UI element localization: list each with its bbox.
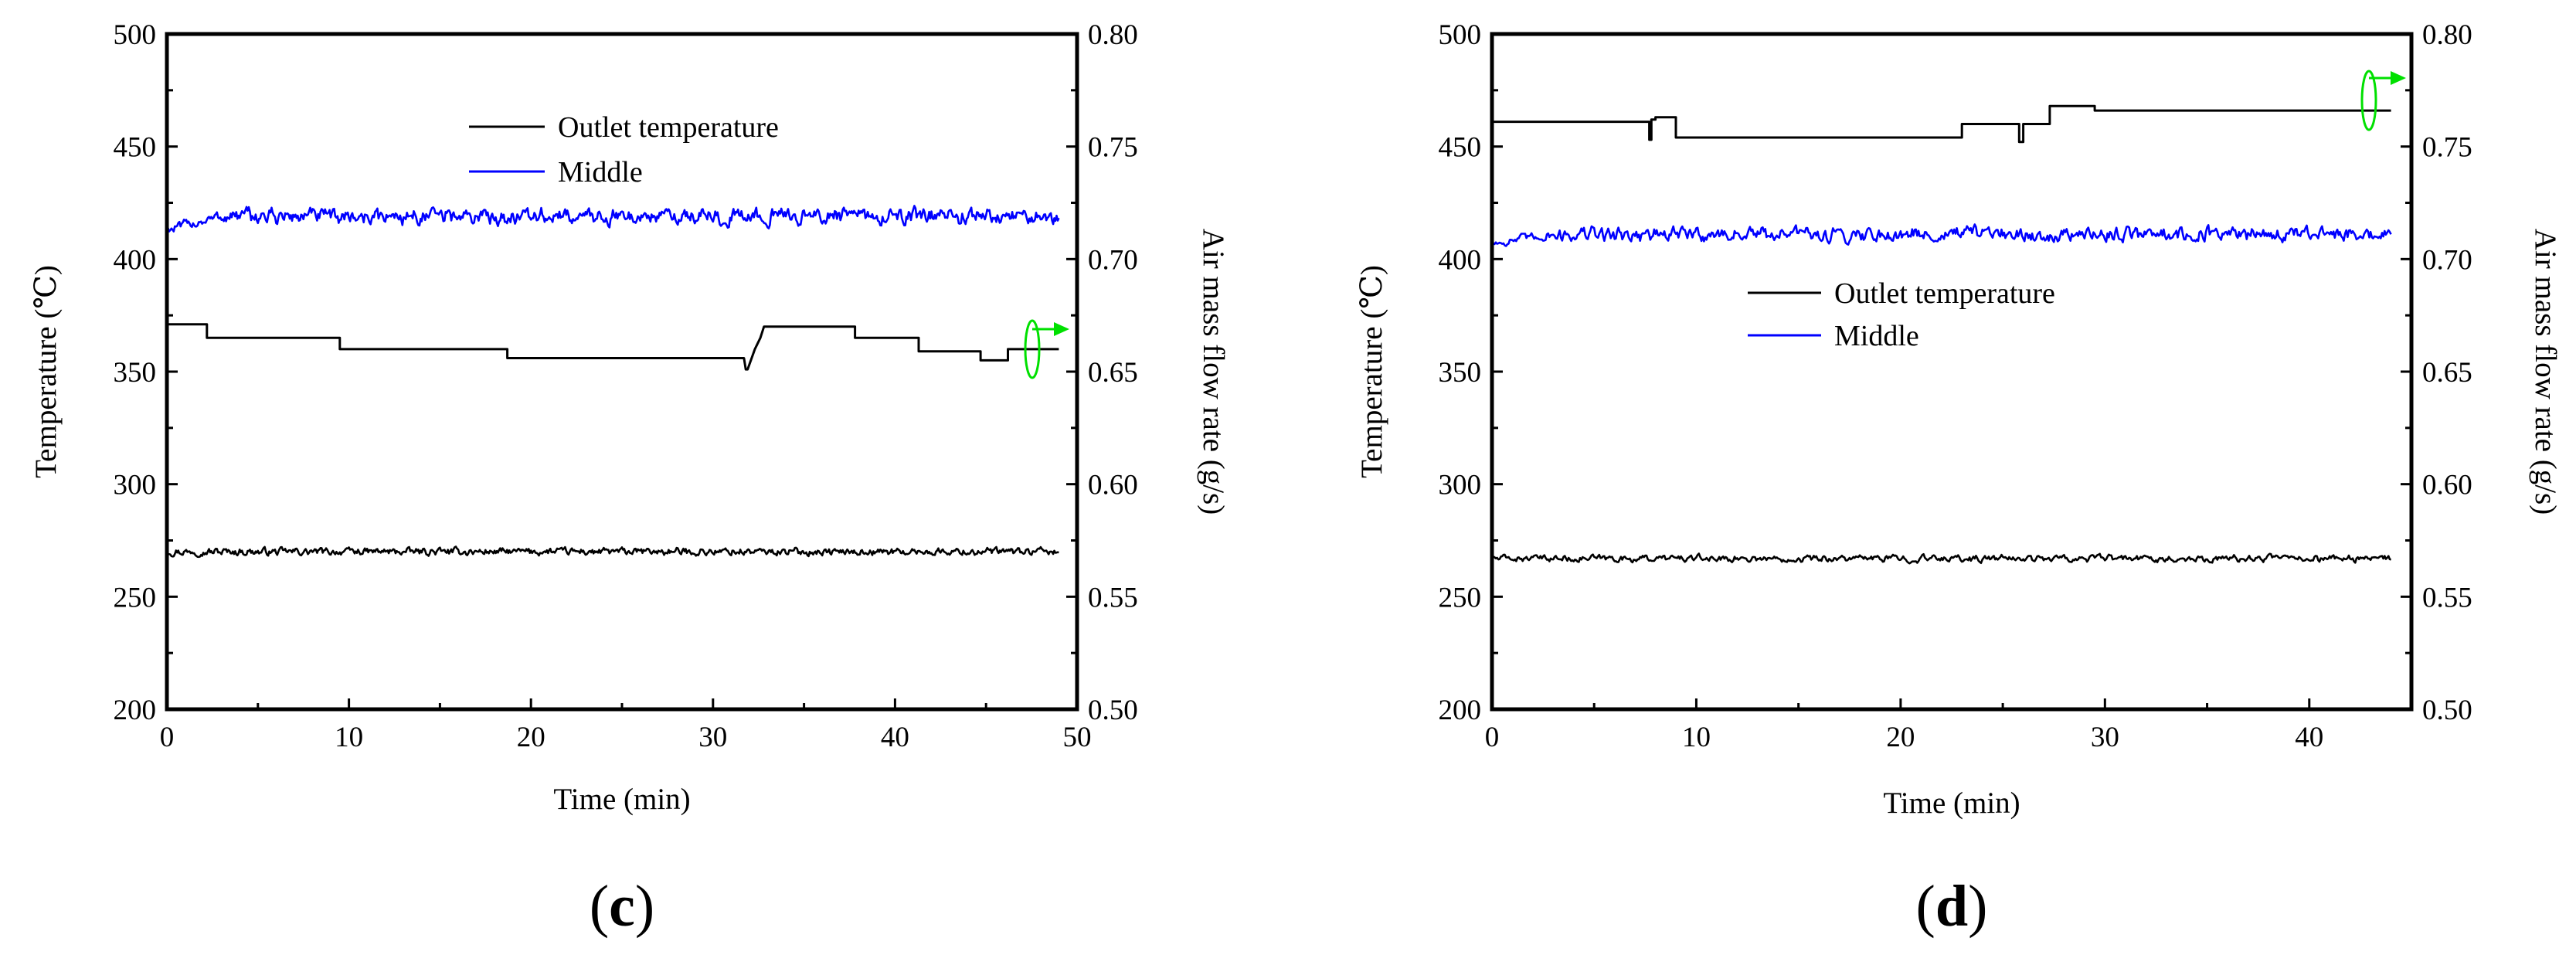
- panel-d-legend-label-outlet: Outlet temperature: [1834, 277, 2055, 310]
- panel-d-y2-tick-label: 0.75: [2422, 132, 2472, 164]
- panel-d-x-tick-label: 10: [1682, 722, 1711, 753]
- panel-d-y-tick-label: 250: [1439, 582, 1482, 613]
- panel-c-y2-axis-title: Air mass flow rate (g/s): [1197, 229, 1230, 515]
- panel-c-y2-tick-label: 0.70: [1088, 244, 1138, 276]
- panel-c-series-middle-line: [165, 205, 1060, 233]
- panel-d-y2-axis-title: Air mass flow rate (g/s): [2529, 229, 2562, 515]
- panel-c-legend: Outlet temperature Middle: [469, 111, 779, 189]
- panel-d-series-outlet-line: [1490, 552, 2392, 565]
- panel-d-y-axis-title: Temperature (℃): [1355, 265, 1388, 478]
- panel-d-series-airflow-line: [1492, 104, 2391, 144]
- panel-c-legend-label-outlet: Outlet temperature: [558, 111, 779, 144]
- panel-c-x-tick-label: 20: [517, 722, 545, 753]
- panel-d-x-tick-label: 0: [1485, 722, 1500, 753]
- panel-c-right-axis-indicator: [1024, 319, 1069, 379]
- panel-c-x-tick-label: 0: [160, 722, 175, 753]
- panel-c-y2-tick-label: 0.75: [1088, 132, 1138, 164]
- panel-c-label: (c): [590, 874, 654, 939]
- panel-d-y2-tick-label: 0.80: [2422, 19, 2472, 51]
- panel-c-indicator-ellipse: [1024, 319, 1041, 379]
- panel-d-y-tick-label: 500: [1439, 19, 1482, 51]
- panel-d-indicator-ellipse: [2360, 70, 2377, 131]
- panel-c-x-ticks: 0 10 20 30 40 50: [160, 698, 1092, 753]
- panel-d-y2-tick-label: 0.70: [2422, 244, 2472, 276]
- panel-c-x-axis-title: Time (min): [553, 783, 690, 816]
- panel-c-x-tick-label: 50: [1063, 722, 1092, 753]
- panel-d-y-ticks: 200 250 300 350 400 450 500: [1439, 19, 1503, 726]
- panel-c-y2-tick-label: 0.60: [1088, 470, 1138, 501]
- panel-c-x-tick-label: 30: [698, 722, 727, 753]
- panel-c-y-axis-title: Temperature (℃): [29, 265, 63, 478]
- panel-d-series: [1490, 104, 2392, 565]
- panel-d-y-tick-label: 400: [1439, 244, 1482, 276]
- panel-d-y2-tick-label: 0.55: [2422, 582, 2472, 613]
- panel-d-y2-tick-label: 0.60: [2422, 470, 2472, 501]
- panel-c-legend-label-middle: Middle: [558, 156, 643, 189]
- panel-d-x-axis-title: Time (min): [1883, 787, 2020, 820]
- panel-c-y2-tick-label: 0.55: [1088, 582, 1138, 613]
- panel-c-series-outlet-line: [166, 545, 1059, 559]
- panel-c-y2-tick-label: 0.50: [1088, 695, 1138, 726]
- panel-d-y2-ticks: 0.50 0.55 0.60 0.65 0.70 0.75 0.80: [2401, 19, 2472, 726]
- panel-c-y2-ticks: 0.50 0.55 0.60 0.65 0.70 0.75 0.80: [1066, 19, 1138, 726]
- panel-c-y2-tick-label: 0.80: [1088, 19, 1138, 51]
- panel-d-y-tick-label: 350: [1439, 357, 1482, 389]
- panel-d-y-tick-label: 200: [1439, 695, 1482, 726]
- panel-c-y2-tick-label: 0.65: [1088, 357, 1138, 389]
- panel-c-y-tick-label: 450: [114, 132, 157, 164]
- panel-c-series: [165, 205, 1060, 559]
- panel-c-indicator-arrow-head: [1054, 322, 1069, 336]
- panel-c-y-ticks: 200 250 300 350 400 450 500: [114, 19, 178, 726]
- panel-d-indicator-arrow-head: [2391, 71, 2406, 85]
- panel-d-y-tick-label: 450: [1439, 132, 1482, 164]
- panel-d-legend: Outlet temperature Middle: [1748, 277, 2055, 352]
- panel-c-y-tick-label: 200: [114, 695, 157, 726]
- panel-d-x-tick-label: 40: [2295, 722, 2323, 753]
- panel-c-x-tick-label: 10: [335, 722, 363, 753]
- panel-d-label: (d): [1916, 874, 1988, 939]
- panel-d-x-tick-label: 20: [1886, 722, 1915, 753]
- panel-d-series-middle-line: [1491, 223, 2392, 247]
- panel-c-y-tick-label: 500: [114, 19, 157, 51]
- panel-c-series-airflow-line: [167, 323, 1059, 371]
- panel-d-plot-frame: [1490, 32, 2414, 712]
- panel-d-y2-tick-label: 0.65: [2422, 357, 2472, 389]
- panel-c-y-tick-label: 250: [114, 582, 157, 613]
- panel-c-x-tick-label: 40: [881, 722, 909, 753]
- panel-d-legend-label-middle: Middle: [1834, 320, 1919, 352]
- panel-d-x-tick-label: 30: [2091, 722, 2119, 753]
- panel-c-y-tick-label: 400: [114, 244, 157, 276]
- panel-d-y-tick-label: 300: [1439, 470, 1482, 501]
- panel-d-right-axis-indicator: [2360, 70, 2406, 131]
- panel-d-y2-tick-label: 0.50: [2422, 695, 2472, 726]
- panel-d: 0 10 20 30 40 200 250 300 350 400 450 500 0.50 0.55…: [1355, 19, 2562, 939]
- panel-d-x-ticks: 0 10 20 30 40: [1485, 698, 2413, 753]
- panel-c-y-tick-label: 300: [114, 470, 157, 501]
- panel-c-y-tick-label: 350: [114, 357, 157, 389]
